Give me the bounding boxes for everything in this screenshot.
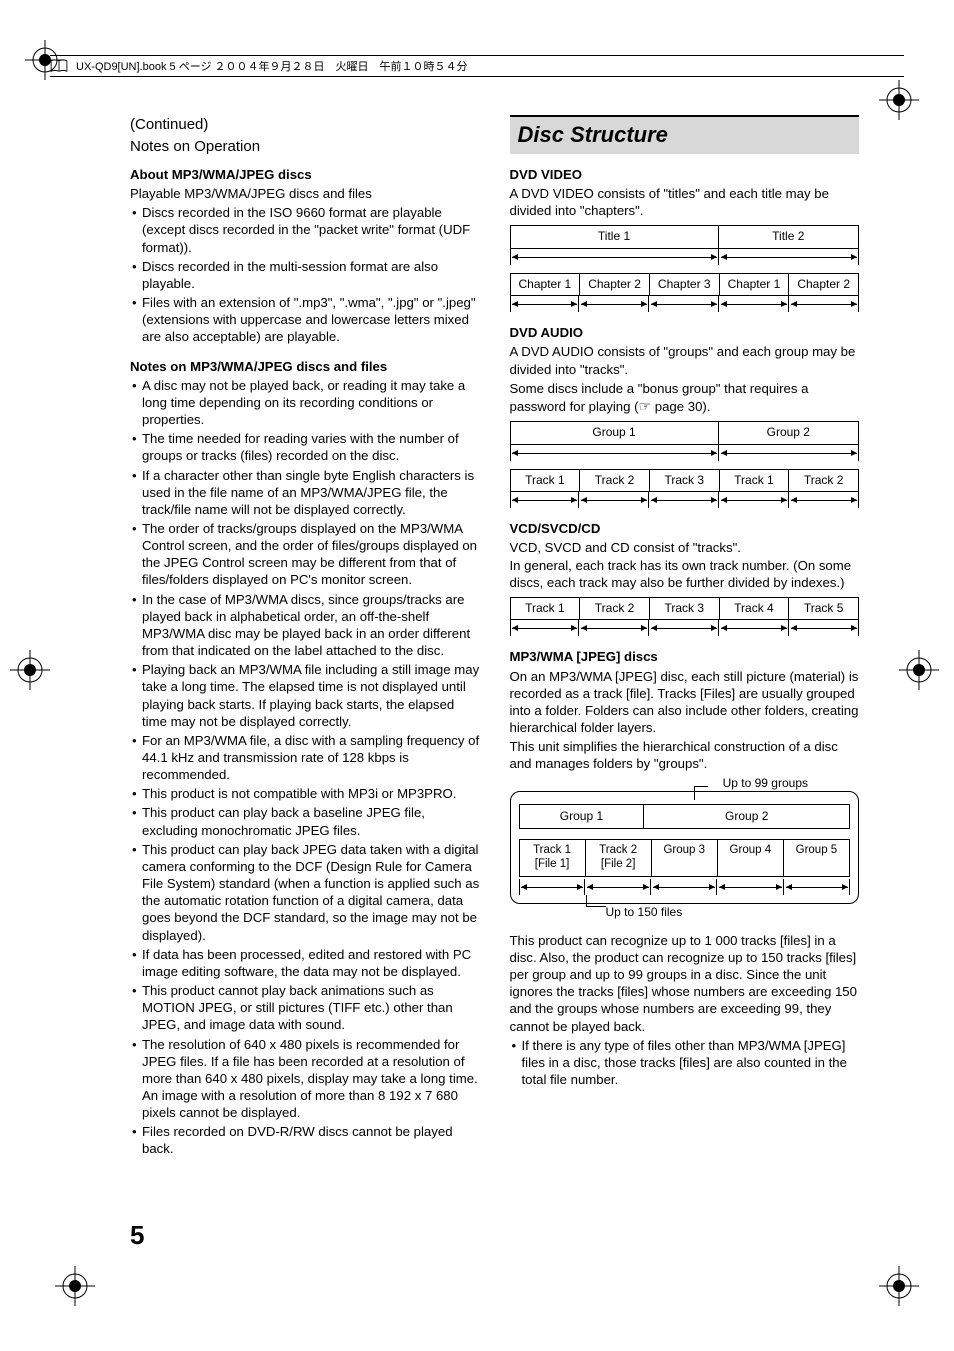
mp3-head: MP3/WMA [JPEG] discs (510, 648, 860, 665)
track-cell: Track 3 (650, 469, 720, 493)
list-item: The resolution of 640 x 480 pixels is re… (130, 1036, 480, 1122)
track-cell: Track 1 (510, 469, 581, 493)
chapter-cell: Chapter 1 (510, 273, 581, 297)
track-cell: Track 4 (720, 597, 790, 621)
disc-structure-heading: Disc Structure (510, 115, 860, 154)
right-column: Disc Structure DVD VIDEO A DVD VIDEO con… (510, 115, 860, 1160)
chapter-cell: Chapter 3 (650, 273, 720, 297)
crop-mark-top-right (879, 80, 919, 120)
vcd-head: VCD/SVCD/CD (510, 520, 860, 537)
crop-mark-mid-left (10, 650, 50, 690)
print-header: UX-QD9[UN].book 5 ページ ２００４年９月２８日 火曜日 午前１… (50, 55, 904, 77)
list-item: Playing back an MP3/WMA file including a… (130, 661, 480, 730)
list-item: The time needed for reading varies with … (130, 430, 480, 464)
list-item: For an MP3/WMA file, a disc with a sampl… (130, 732, 480, 783)
list-item: If a character other than single byte En… (130, 467, 480, 518)
footer-bullets: If there is any type of files other than… (510, 1037, 860, 1088)
notes-heading: Notes on MP3/WMA/JPEG discs and files (130, 358, 480, 375)
track-cell: Track 1 (720, 469, 790, 493)
dvd-audio-diagram: Group 1 Group 2 Track 1 Track 2 Track 3 … (510, 421, 860, 508)
page-number: 5 (130, 1220, 144, 1251)
about-intro: Playable MP3/WMA/JPEG discs and files (130, 185, 480, 202)
track-cell: Track 2 (580, 597, 650, 621)
header-text: UX-QD9[UN].book 5 ページ ２００４年９月２８日 火曜日 午前１… (76, 58, 468, 74)
crop-mark-mid-right (899, 650, 939, 690)
mp3-diagram: Up to 99 groups Group 1 Group 2 Track 1[… (510, 791, 860, 904)
track-cell: Track 1 (510, 597, 581, 621)
track-cell: Track 5 (789, 597, 859, 621)
chapter-cell: Chapter 1 (720, 273, 790, 297)
mp3-group-cell: Group 2 (644, 804, 850, 830)
vcd-text: VCD, SVCD and CD consist of "tracks". In… (510, 539, 860, 590)
notes-bullets: A disc may not be played back, or readin… (130, 377, 480, 1158)
mp3-track-cell: Group 5 (784, 839, 850, 877)
list-item: This product can play back a baseline JP… (130, 804, 480, 838)
dvd-video-diagram: Title 1 Title 2 Chapter 1 Chapter 2 Chap… (510, 225, 860, 312)
group-cell: Group 1 (510, 421, 719, 445)
dvd-audio-text1: A DVD AUDIO consists of "groups" and eac… (510, 343, 860, 377)
list-item: This product is not compatible with MP3i… (130, 785, 480, 802)
text-post: page 30). (651, 399, 710, 414)
list-item: Discs recorded in the ISO 9660 format ar… (130, 204, 480, 255)
mp3-track-cell: Track 1[File 1] (519, 839, 586, 877)
left-column: (Continued) Notes on Operation About MP3… (130, 115, 480, 1160)
title-cell: Title 1 (510, 225, 719, 249)
crop-mark-bottom-left (55, 1266, 95, 1306)
mp3-track-cell: Track 2[File 2] (586, 839, 652, 877)
list-item: This product can play back JPEG data tak… (130, 841, 480, 944)
section-title: Notes on Operation (130, 137, 480, 157)
track-cell: Track 2 (789, 469, 859, 493)
vcd-diagram: Track 1 Track 2 Track 3 Track 4 Track 5 (510, 597, 860, 637)
list-item: Files with an extension of ".mp3", ".wma… (130, 294, 480, 345)
mp3-top-label: Up to 99 groups (723, 776, 808, 792)
mp3-group-cell: Group 1 (519, 804, 645, 830)
list-item: Files recorded on DVD-R/RW discs cannot … (130, 1123, 480, 1157)
crop-mark-bottom-right (879, 1266, 919, 1306)
continued-label: (Continued) (130, 115, 480, 135)
footer-text: This product can recognize up to 1 000 t… (510, 932, 860, 1035)
chapter-cell: Chapter 2 (580, 273, 650, 297)
dvd-audio-head: DVD AUDIO (510, 324, 860, 341)
chapter-cell: Chapter 2 (789, 273, 859, 297)
track-cell: Track 3 (650, 597, 720, 621)
dvd-audio-text2: Some discs include a "bonus group" that … (510, 380, 860, 415)
list-item: If there is any type of files other than… (510, 1037, 860, 1088)
dvd-video-text: A DVD VIDEO consists of "titles" and eac… (510, 185, 860, 219)
track-cell: Track 2 (580, 469, 650, 493)
mp3-track-cell: Group 4 (718, 839, 784, 877)
group-cell: Group 2 (719, 421, 859, 445)
page-ref-icon: ☞ (639, 398, 652, 414)
title-cell: Title 2 (719, 225, 859, 249)
mp3-track-cell: Group 3 (652, 839, 718, 877)
list-item: The order of tracks/groups displayed on … (130, 520, 480, 589)
list-item: This product cannot play back animations… (130, 982, 480, 1033)
list-item: If data has been processed, edited and r… (130, 946, 480, 980)
book-icon (50, 59, 68, 73)
dvd-video-head: DVD VIDEO (510, 166, 860, 183)
about-bullets: Discs recorded in the ISO 9660 format ar… (130, 204, 480, 345)
about-heading: About MP3/WMA/JPEG discs (130, 166, 480, 183)
list-item: In the case of MP3/WMA discs, since grou… (130, 591, 480, 660)
mp3-text1: On an MP3/WMA [JPEG] disc, each still pi… (510, 668, 860, 737)
list-item: A disc may not be played back, or readin… (130, 377, 480, 428)
mp3-text2: This unit simplifies the hierarchical co… (510, 738, 860, 772)
list-item: Discs recorded in the multi-session form… (130, 258, 480, 292)
mp3-bottom-label: Up to 150 files (606, 905, 683, 921)
